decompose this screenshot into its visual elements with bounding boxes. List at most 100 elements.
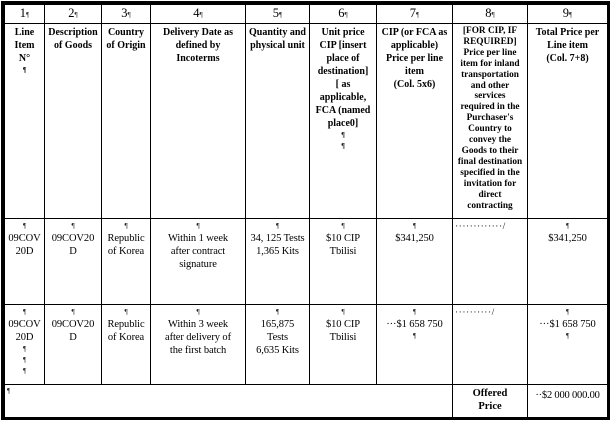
cell-line: ···$1 658 750: [386, 319, 443, 330]
cell-line: 20D: [15, 332, 34, 343]
item1-col9-cell: ¶ $341,250: [527, 218, 608, 305]
header-cell-col8: [FOR CIP, IF REQUIRED] Price per line item …: [452, 23, 528, 219]
pilcrow-mark: ¶: [565, 308, 570, 316]
column-number-cell-4: 4¶: [150, 4, 246, 24]
cell-line: physical unit: [250, 40, 305, 51]
line-item-row-2: ¶ 09COV 20D ¶ ¶ ¶ ¶ 09COV20 D ¶ Republic of Korea ¶ W…: [4, 304, 608, 385]
column-number: 3: [121, 6, 128, 20]
cell-line: applicable): [390, 40, 439, 51]
cell-line: ··$2 000 000.00: [535, 390, 600, 401]
pilcrow-mark: ¶: [196, 222, 200, 230]
header-cell-col3: Country of Origin: [101, 23, 151, 219]
column-number-cell-8: 8¶: [452, 4, 528, 24]
pilcrow-mark: ¶: [565, 222, 570, 230]
cell-line: Country: [107, 27, 145, 38]
cell-line: item: [405, 66, 424, 77]
cell-line: convey the: [468, 135, 512, 146]
pilcrow-mark: ¶: [275, 308, 280, 316]
column-number-cell-7: 7¶: [376, 4, 453, 24]
cell-line: Republic: [107, 319, 145, 330]
header-cell-col4: Delivery Date as defined by Incoterms: [150, 23, 246, 219]
pilcrow-mark: ¶: [344, 11, 348, 19]
item2-col4-cell: ¶ Within 3 week after delivery of the first…: [150, 304, 246, 385]
cell-line: [FOR CIP, IF: [462, 26, 518, 36]
pilcrow-mark: ¶: [124, 222, 128, 230]
price-schedule-table: 1¶ 2¶ 3¶ 4¶ 5¶ 6¶ 7¶ 8¶ 9¶ Line Item N° ¶ Description…: [4, 4, 608, 418]
column-number-cell-9: 9¶: [527, 4, 608, 24]
cell-line: Tbilisi: [329, 332, 357, 343]
column-number-cell-3: 3¶: [101, 4, 151, 24]
pilcrow-mark: ¶: [569, 11, 573, 19]
table-body: 1¶ 2¶ 3¶ 4¶ 5¶ 6¶ 7¶ 8¶ 9¶ Line Item N° ¶ Description…: [4, 4, 608, 418]
pilcrow-mark: ¶: [275, 222, 280, 230]
cell-line: place of: [326, 53, 360, 64]
cell-line: Total Price per: [535, 27, 600, 38]
item2-col5-cell: ¶ 165,875 Tests 6,635 Kits: [245, 304, 310, 385]
header-row: Line Item N° ¶ Description of Goods Country of …: [4, 23, 608, 219]
pilcrow-mark: ¶: [22, 356, 27, 364]
pilcrow-mark: ¶: [124, 308, 128, 316]
pilcrow-mark: ¶: [341, 222, 345, 230]
item2-col7-cell: ¶ ···$1 658 750 ¶: [376, 304, 453, 385]
cell-line: CIP (or FCA as: [381, 27, 448, 38]
cell-line: Purchaser's: [466, 113, 514, 124]
cell-line: after delivery of: [165, 332, 231, 343]
cell-line: Price per line: [463, 47, 517, 58]
column-number: 2: [68, 6, 75, 20]
cell-line: signature: [179, 259, 217, 270]
pilcrow-mark: ¶: [7, 387, 11, 395]
column-number-row: 1¶ 2¶ 3¶ 4¶ 5¶ 6¶ 7¶ 8¶ 9¶: [4, 4, 608, 24]
cell-line: contracting: [467, 200, 513, 211]
cell-line: Incoterms: [176, 53, 220, 64]
cell-line: ···$1 658 750: [539, 319, 596, 330]
cell-line: place0]: [327, 118, 359, 129]
header-cell-col1: Line Item N° ¶: [4, 23, 45, 219]
cell-line: direct: [478, 189, 502, 200]
cell-line: destination]: [317, 66, 369, 77]
cell-line: 1,365 Kits: [256, 246, 299, 257]
cell-line: required in the: [460, 102, 520, 113]
item2-col3-cell: ¶ Republic of Korea: [101, 304, 151, 385]
offered-price-row: ¶ Offered Price ··$2 000 000.00: [4, 384, 608, 418]
cell-line: Delivery Date as: [163, 27, 233, 38]
cell-line: final destination: [457, 156, 523, 167]
item2-col2-cell: ¶ 09COV20 D: [44, 304, 102, 385]
cell-line: of Origin: [106, 40, 146, 51]
pilcrow-mark: ¶: [22, 222, 27, 230]
header-cell-col7: CIP (or FCA as applicable) Price per line i…: [376, 23, 453, 219]
item2-col1-cell: ¶ 09COV 20D ¶ ¶ ¶: [4, 304, 45, 385]
cell-line: 09COV20: [51, 319, 95, 330]
pilcrow-mark: ¶: [412, 308, 417, 316]
cell-line: applicable,: [319, 92, 367, 103]
item1-col3-cell: ¶ Republic of Korea: [101, 218, 151, 305]
cell-line: Line item: [547, 40, 588, 51]
column-number: 5: [272, 6, 280, 20]
item1-col6-cell: ¶ $10 CIP Tbilisi: [309, 218, 377, 305]
cell-line: D: [69, 246, 77, 257]
item2-col6-cell: ¶ $10 CIP Tbilisi: [309, 304, 377, 385]
cell-line: 165,875: [260, 319, 295, 330]
cell-line: REQUIRED]: [463, 36, 517, 47]
cell-line: services: [474, 91, 506, 102]
item1-col4-cell: ¶ Within 1 week after contract signature: [150, 218, 246, 305]
column-number-cell-5: 5¶: [245, 4, 310, 24]
footer-empty-cell: ¶: [4, 384, 453, 418]
cell-line: Tests: [267, 332, 288, 343]
cell-line: 09COV: [8, 319, 41, 330]
column-number: 9: [562, 6, 570, 20]
column-number-cell-1: 1¶: [4, 4, 45, 24]
cell-line: of Korea: [107, 246, 145, 257]
offered-price-label: Offered Price: [452, 384, 528, 418]
pilcrow-mark: ¶: [412, 332, 417, 340]
item2-col8-cell: ··········/: [452, 304, 528, 385]
pilcrow-mark: ¶: [74, 11, 78, 19]
cell-line: Price: [478, 401, 502, 412]
cell-line: 34, 125 Tests: [250, 233, 305, 244]
cell-line: Price per line: [385, 53, 444, 64]
column-number: 8: [485, 6, 492, 20]
cell-line: [ as: [335, 79, 351, 90]
pilcrow-mark: ¶: [26, 11, 30, 19]
item2-col9-cell: ¶ ···$1 658 750 ¶: [527, 304, 608, 385]
item1-col1-cell: ¶ 09COV 20D: [4, 218, 45, 305]
